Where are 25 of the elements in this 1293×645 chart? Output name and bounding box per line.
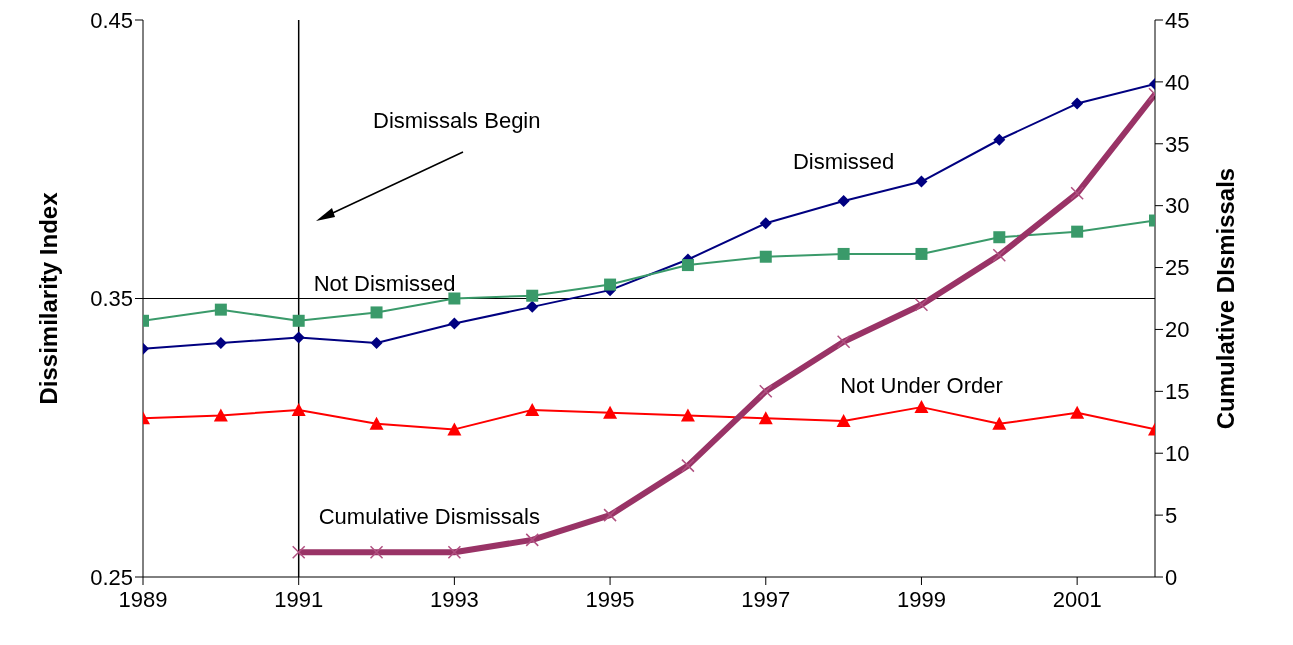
- annotation: Dismissals Begin: [373, 108, 541, 134]
- y2-tick-label: 45: [1165, 7, 1190, 33]
- series-label: Not Dismissed: [313, 270, 456, 296]
- y2-tick-label: 5: [1165, 502, 1178, 528]
- x-tick-label: 1991: [274, 586, 324, 612]
- series-label: Dismissed: [792, 149, 895, 175]
- x-tick-label: 1993: [429, 586, 479, 612]
- x-tick-label: 1997: [741, 586, 791, 612]
- y2-tick-label: 15: [1165, 379, 1190, 405]
- y-tick-label: 0.35: [90, 286, 133, 312]
- x-tick-label: 2001: [1052, 586, 1102, 612]
- series-label: Cumulative Dismissals: [318, 504, 540, 530]
- y2-tick-label: 20: [1165, 317, 1190, 343]
- series-label: Not Under Order: [840, 373, 1003, 399]
- y2-tick-label: 25: [1165, 255, 1190, 281]
- y2-axis-title: Cumulative DIsmissals: [1211, 167, 1239, 430]
- y2-tick-label: 0: [1165, 564, 1178, 590]
- y2-tick-label: 30: [1165, 193, 1190, 219]
- y2-tick-label: 35: [1165, 131, 1190, 157]
- x-tick-label: 1995: [585, 586, 635, 612]
- x-tick-label: 1999: [896, 586, 946, 612]
- y-tick-label: 0.45: [90, 7, 133, 33]
- y2-tick-label: 40: [1165, 69, 1190, 95]
- y2-tick-label: 10: [1165, 441, 1190, 467]
- y-axis-title: Dissimilarity Index: [34, 191, 62, 405]
